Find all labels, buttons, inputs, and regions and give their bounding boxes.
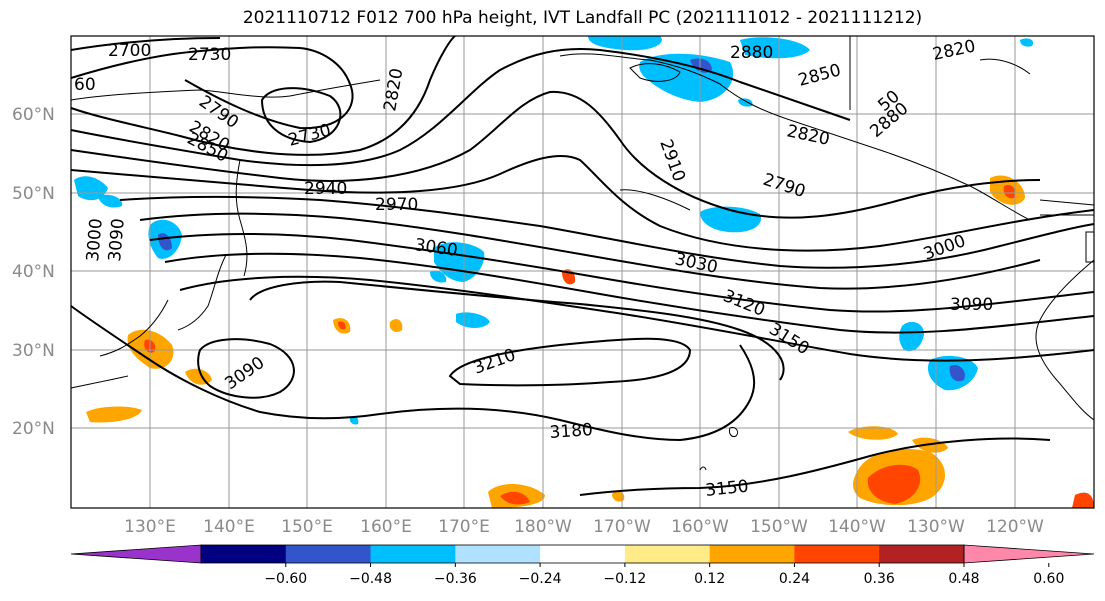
ivt-negative-region xyxy=(349,416,359,425)
coastlines xyxy=(70,36,1095,471)
lon-label: 160°E xyxy=(360,517,412,537)
colorbar-tick-label: −0.36 xyxy=(434,571,477,587)
map-title: 2021110712 F012 700 hPa height, IVT Land… xyxy=(242,8,923,28)
ivt-negative-region xyxy=(738,98,753,107)
lat-label: 40°N xyxy=(12,262,55,282)
latitude-labels: 60°N 50°N 40°N 30°N 20°N xyxy=(12,105,55,439)
contour-label: 3090 xyxy=(950,295,993,315)
colorbar-tick-label: 0.60 xyxy=(1033,571,1064,587)
lon-label: 140°E xyxy=(203,517,255,537)
ivt-negative-region xyxy=(98,194,123,208)
lon-label: 170°W xyxy=(593,517,651,537)
height-contours xyxy=(70,35,1095,496)
colorbar-segment xyxy=(370,545,456,563)
map-background xyxy=(71,36,1094,508)
colorbar-tick-label: −0.60 xyxy=(264,571,307,587)
contour-label: 3000 xyxy=(83,218,107,263)
ivt-positive-region xyxy=(389,319,403,333)
contour-label: 2940 xyxy=(304,179,347,199)
longitude-labels: 130°E 140°E 150°E 160°E 170°E 180°W 170°… xyxy=(124,517,1044,537)
colorbar-tick-label: 0.48 xyxy=(948,571,979,587)
lon-label: 140°W xyxy=(828,517,886,537)
ivt-negative-region xyxy=(588,36,662,51)
ivt-positive-region xyxy=(86,406,142,423)
ivt-negative-region xyxy=(740,37,810,59)
colorbar-segment xyxy=(794,545,880,563)
ivt-shading xyxy=(74,36,1094,508)
lon-label: 150°W xyxy=(750,517,808,537)
contour-label: 2700 xyxy=(108,41,151,61)
colorbar-segment xyxy=(624,545,711,563)
contour-label: 3180 xyxy=(549,420,594,443)
lat-label: 30°N xyxy=(12,341,55,361)
ivt-positive-region xyxy=(500,491,530,505)
ivt-negative-region xyxy=(430,270,447,283)
lon-label: 180°W xyxy=(514,517,572,537)
colorbar-segment xyxy=(540,545,626,563)
ivt-negative-region xyxy=(74,176,108,201)
lat-label: 60°N xyxy=(12,105,55,125)
lon-label: 130°E xyxy=(124,517,176,537)
colorbar-segment xyxy=(201,545,287,563)
colorbar: −0.60 −0.48 −0.36 −0.24 −0.12 0.12 0.24 0.36 0.4… xyxy=(70,544,1095,587)
contour-label: 3150 xyxy=(704,477,749,501)
contour-label: 60 xyxy=(74,75,96,95)
lon-label: 130°W xyxy=(907,517,965,537)
colorbar-extend-high xyxy=(963,544,1095,564)
ivt-negative-region xyxy=(1020,38,1034,47)
colorbar-tick-label: 0.24 xyxy=(779,571,810,587)
lat-label: 50°N xyxy=(12,184,55,204)
colorbar-extend-low xyxy=(70,544,202,564)
lon-label: 120°W xyxy=(986,517,1044,537)
gridlines xyxy=(71,36,1094,508)
colorbar-outline xyxy=(200,544,965,564)
contour-label: 2730 xyxy=(188,45,231,65)
lon-label: 170°E xyxy=(438,517,490,537)
lat-label: 20°N xyxy=(12,419,55,439)
contour-label: 2970 xyxy=(375,195,418,215)
colorbar-segment xyxy=(455,545,541,563)
colorbar-tick-label: 0.36 xyxy=(864,571,895,587)
colorbar-tick-label: −0.24 xyxy=(519,571,562,587)
map-frame xyxy=(70,35,1095,509)
colorbar-segment xyxy=(285,545,372,563)
ivt-positive-region xyxy=(848,426,898,440)
contour-label: 3090 xyxy=(105,218,129,263)
colorbar-tick-label: −0.48 xyxy=(349,571,392,587)
ivt-positive-region xyxy=(338,321,346,330)
colorbar-segment xyxy=(709,545,795,563)
contour-label: 2880 xyxy=(730,43,773,63)
ivt-positive-region xyxy=(867,464,921,504)
ivt-negative-region xyxy=(899,321,924,352)
colorbar-tick-label: −0.12 xyxy=(603,571,646,587)
colorbar-segment xyxy=(879,545,965,563)
lon-label: 150°E xyxy=(281,517,333,537)
ivt-negative-region xyxy=(690,58,712,73)
ivt-positive-region xyxy=(1072,492,1094,508)
lon-label: 160°W xyxy=(671,517,729,537)
ivt-positive-region xyxy=(612,491,625,502)
ivt-positive-region xyxy=(1003,184,1016,199)
ivt-negative-region xyxy=(949,364,965,382)
colorbar-tick-label: 0.12 xyxy=(694,571,725,587)
